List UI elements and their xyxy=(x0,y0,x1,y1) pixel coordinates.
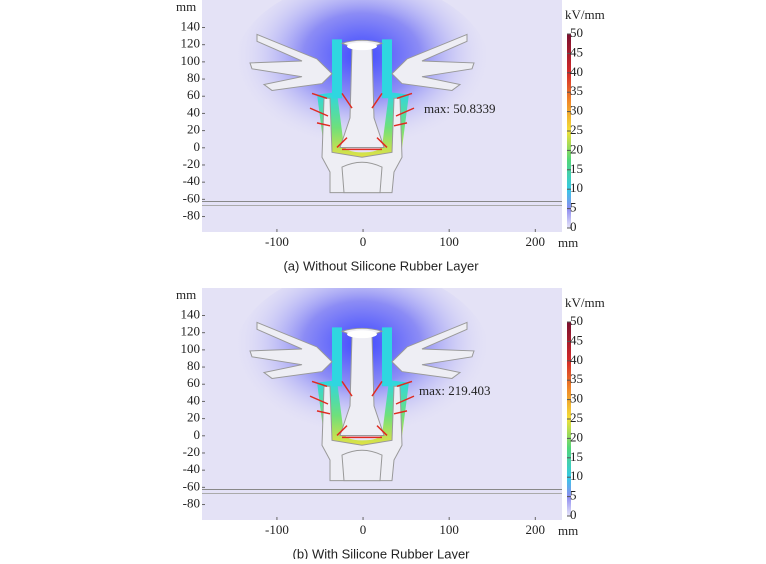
caption: (a) Without Silicone Rubber Layer xyxy=(283,258,479,273)
colorbar-tick-label: 35 xyxy=(570,371,583,386)
y-tick-label: 140 xyxy=(181,18,201,33)
y-tick-label: 20 xyxy=(187,410,200,425)
colorbar-tick-label: 25 xyxy=(570,410,583,425)
x-tick-label: 200 xyxy=(526,522,546,537)
x-tick-label: -100 xyxy=(265,234,289,249)
colorbar-tick-label: 20 xyxy=(570,141,583,156)
colorbar-tick-label: 50 xyxy=(570,313,583,328)
y-tick-label: -20 xyxy=(183,444,200,459)
x-tick-label: 100 xyxy=(439,234,459,249)
colorbar-unit: kV/mm xyxy=(565,7,605,22)
field-plot xyxy=(202,268,562,520)
y-tick-label: 0 xyxy=(194,427,201,442)
colorbar-tick-label: 10 xyxy=(570,468,583,483)
colorbar-tick-label: 15 xyxy=(570,161,583,176)
y-tick-label: 40 xyxy=(187,104,200,119)
y-tick-label: 60 xyxy=(187,87,200,102)
colorbar-tick-label: 30 xyxy=(570,103,583,118)
y-tick-label: -20 xyxy=(183,156,200,171)
y-tick-label: 120 xyxy=(181,36,201,51)
colorbar-unit: kV/mm xyxy=(565,295,605,310)
y-tick-label: 20 xyxy=(187,122,200,137)
colorbar-tick-label: 0 xyxy=(570,507,577,522)
x-tick-label: -100 xyxy=(265,522,289,537)
y-tick-label: 100 xyxy=(181,341,201,356)
max-annotation: max: 219.403 xyxy=(419,383,491,398)
y-tick-label: -80 xyxy=(183,208,200,223)
x-tick-label: 0 xyxy=(360,234,367,249)
colorbar-tick-label: 10 xyxy=(570,180,583,195)
x-tick-label: 0 xyxy=(360,522,367,537)
y-unit: mm xyxy=(176,287,196,302)
x-unit: mm xyxy=(558,235,578,250)
colorbar-tick-label: 5 xyxy=(570,200,577,215)
y-tick-label: 0 xyxy=(194,139,201,154)
colorbar-tick-label: 50 xyxy=(570,25,583,40)
y-tick-label: -40 xyxy=(183,173,200,188)
y-tick-label: 80 xyxy=(187,358,200,373)
field-plot xyxy=(202,0,562,232)
colorbar-tick-label: 0 xyxy=(570,219,577,234)
y-tick-label: 120 xyxy=(181,324,201,339)
colorbar-tick-label: 25 xyxy=(570,122,583,137)
x-unit: mm xyxy=(558,523,578,538)
y-tick-label: 140 xyxy=(181,306,201,321)
max-annotation: max: 50.8339 xyxy=(424,101,496,116)
x-tick-label: 200 xyxy=(526,234,546,249)
colorbar-tick-label: 40 xyxy=(570,352,583,367)
y-tick-label: 40 xyxy=(187,392,200,407)
colorbar-tick-label: 45 xyxy=(570,332,583,347)
y-tick-label: 60 xyxy=(187,375,200,390)
y-tick-label: -60 xyxy=(183,478,200,493)
caption: (b) With Silicone Rubber Layer xyxy=(292,546,470,559)
colorbar-tick-label: 30 xyxy=(570,391,583,406)
y-unit: mm xyxy=(176,0,196,14)
colorbar-tick-label: 35 xyxy=(570,83,583,98)
y-tick-label: 80 xyxy=(187,70,200,85)
x-tick-label: 100 xyxy=(439,522,459,537)
y-tick-label: -60 xyxy=(183,190,200,205)
colorbar-tick-label: 20 xyxy=(570,429,583,444)
colorbar-tick-label: 5 xyxy=(570,488,577,503)
colorbar-tick-label: 45 xyxy=(570,44,583,59)
colorbar-tick-label: 15 xyxy=(570,449,583,464)
y-tick-label: 100 xyxy=(181,53,201,68)
y-tick-label: -80 xyxy=(183,496,200,511)
colorbar-tick-label: 40 xyxy=(570,64,583,79)
y-tick-label: -40 xyxy=(183,461,200,476)
